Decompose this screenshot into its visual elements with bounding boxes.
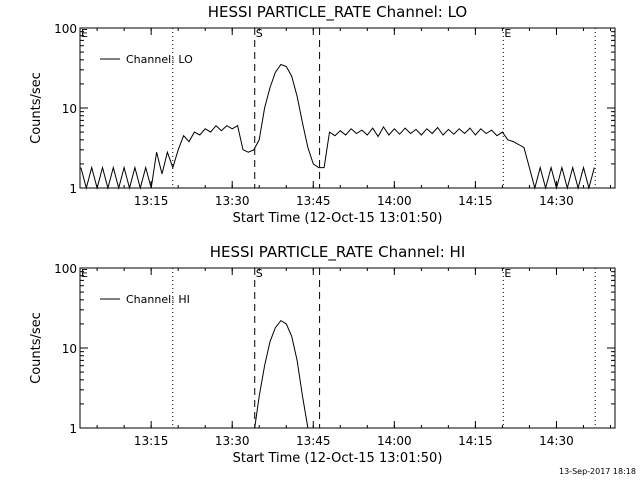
x-tick-label: 13:30 <box>215 434 250 448</box>
event-marker-label: E <box>504 27 511 40</box>
x-tick-label: 14:00 <box>377 434 412 448</box>
event-marker-label: S <box>256 27 263 40</box>
x-tick-label: 13:30 <box>215 194 250 208</box>
y-tick-label: 1 <box>69 422 77 436</box>
legend-entry: Channel: LO <box>126 53 193 66</box>
event-marker-label: E <box>81 267 88 280</box>
plot-frame <box>79 267 616 429</box>
chart-title: HESSI PARTICLE_RATE Channel: HI <box>210 243 466 262</box>
x-tick-label: 13:15 <box>134 194 169 208</box>
x-tick-label: 13:45 <box>296 194 331 208</box>
y-tick-label: 10 <box>62 342 77 356</box>
legend-entry: Channel: HI <box>126 293 190 306</box>
event-marker-label: E <box>504 267 511 280</box>
x-tick-label: 14:15 <box>458 434 493 448</box>
y-tick-label: 10 <box>62 102 77 116</box>
x-tick-label: 14:30 <box>539 434 574 448</box>
series-line <box>254 319 309 429</box>
series-line <box>80 63 595 190</box>
x-tick-label: 14:00 <box>377 194 412 208</box>
y-tick-label: 100 <box>54 22 77 36</box>
event-marker-label: S <box>256 267 263 280</box>
x-tick-label: 13:15 <box>134 434 169 448</box>
y-tick-label: 1 <box>69 182 77 196</box>
y-tick-label: 100 <box>54 262 77 276</box>
x-axis-label: Start Time (12-Oct-15 13:01:50) <box>233 211 443 226</box>
x-tick-label: 13:45 <box>296 434 331 448</box>
timestamp-stamp: 13-Sep-2017 18:18 <box>559 467 636 476</box>
y-axis-label: Counts/sec <box>29 312 44 384</box>
x-tick-label: 14:30 <box>539 194 574 208</box>
y-axis-label: Counts/sec <box>29 72 44 144</box>
event-marker-label: E <box>81 27 88 40</box>
plot-frame <box>79 27 616 189</box>
chart-panel-hi: HESSI PARTICLE_RATE Channel: HI 13:15 13:3… <box>29 243 616 466</box>
x-tick-label: 14:15 <box>458 194 493 208</box>
chart-title: HESSI PARTICLE_RATE Channel: LO <box>208 3 467 22</box>
chart-panel-lo: HESSI PARTICLE_RATE Channel: LO 13:15 13:3… <box>29 3 616 226</box>
x-axis-label: Start Time (12-Oct-15 13:01:50) <box>233 451 443 466</box>
